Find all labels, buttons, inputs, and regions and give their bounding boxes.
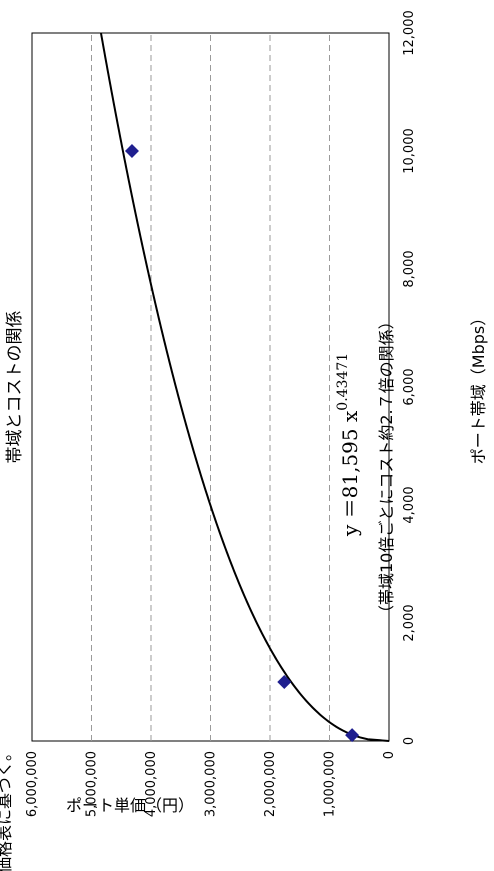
y-tick-label: 0 <box>382 751 397 759</box>
data-point <box>277 675 292 689</box>
x-tick-label: 12,000 <box>402 10 417 56</box>
x-tick-label: 8,000 <box>402 250 417 287</box>
y-tick-label: 3,000,000 <box>204 751 219 817</box>
trendline <box>99 32 390 742</box>
trendline-annotation: （帯域10倍ごとにコスト約2.７倍の関係） <box>377 313 396 621</box>
trendline-equation: y ＝81,595 x0.43471 <box>335 353 362 537</box>
y-tick-label: 6,000,000 <box>25 751 40 817</box>
y-tick-label: 2,000,000 <box>263 751 278 817</box>
data-points <box>124 144 360 743</box>
x-tick-label: 4,000 <box>402 486 417 523</box>
x-tick-label: 2,000 <box>402 604 417 641</box>
x-tick-label: 6,000 <box>402 368 417 405</box>
y-tick-label: 4,000,000 <box>144 751 159 817</box>
y-axis-label: ポート単価（円） <box>66 796 194 815</box>
y-tick-label: 5,000,000 <box>85 751 100 817</box>
y-tick-labels: 0 1,000,000 2,000,000 3,000,000 4,000,000 5,0… <box>25 751 397 817</box>
y-tick-label: 1,000,000 <box>323 751 338 817</box>
equation-main: y ＝81,595 x <box>338 410 362 537</box>
x-axis-label: ポート帯域（Mbps） <box>469 310 488 464</box>
equation-exponent: 0.43471 <box>335 353 351 411</box>
x-tick-label: 0 <box>402 737 417 745</box>
x-tick-labels: 0 2,000 4,000 6,000 8,000 10,000 12,000 <box>402 10 417 745</box>
data-point <box>124 144 139 158</box>
chart-title: 帯域とコストの関係 <box>5 311 25 464</box>
x-tick-label: 10,000 <box>402 128 417 174</box>
gridlines <box>91 33 330 741</box>
footnote: 価格表に基づく。 <box>0 745 14 871</box>
trendline-layer <box>99 32 390 742</box>
